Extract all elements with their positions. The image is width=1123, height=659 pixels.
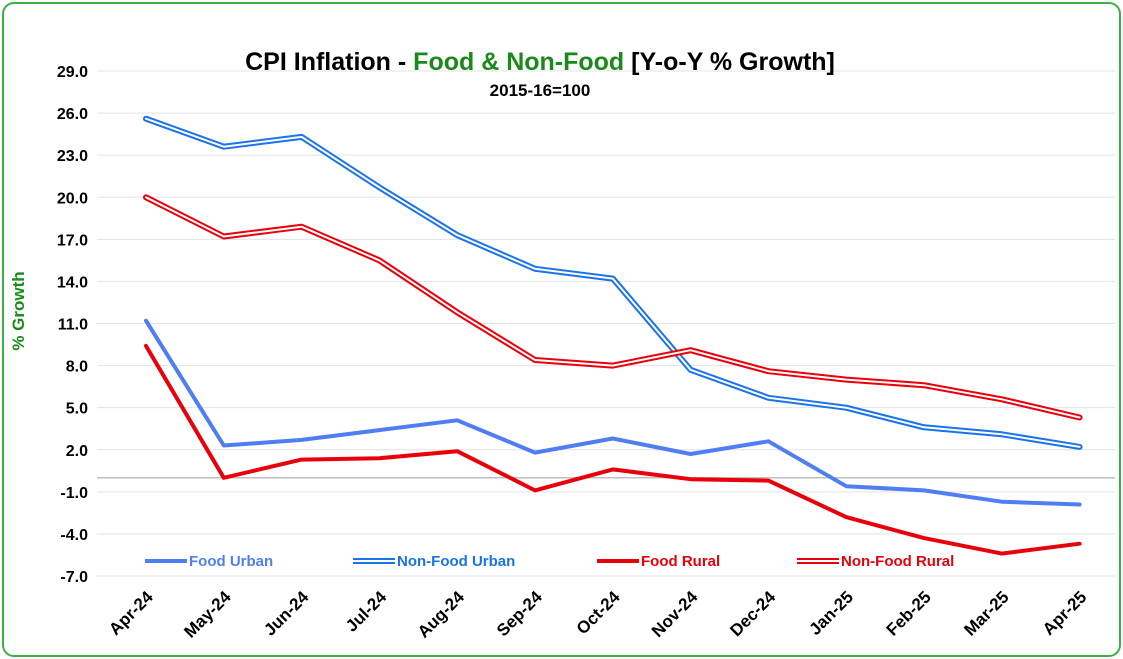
x-tick-label: Dec-24 <box>726 587 779 640</box>
y-axis-label: % Growth <box>9 271 28 350</box>
x-tick-label: Oct-24 <box>573 587 624 638</box>
y-tick-labels: 29.0 26.0 23.0 20.0 17.0 14.0 11.0 8.0 5.0 2.0 -1.… <box>57 64 88 586</box>
legend-item: Food Urban <box>145 553 273 570</box>
x-tick-label: Mar-25 <box>960 587 1012 639</box>
y-tick-label: 29.0 <box>57 64 88 81</box>
series-line <box>144 318 1082 507</box>
chart-title: CPI Inflation - Food & Non-Food [Y-o-Y %… <box>245 48 835 76</box>
legend-label: Food Urban <box>189 553 273 570</box>
series-non-food-urban <box>143 115 1083 450</box>
x-tick-label: Apr-24 <box>105 587 157 639</box>
series-lines <box>143 115 1083 556</box>
chart-subtitle: 2015-16=100 <box>490 81 591 100</box>
y-tick-label: 5.0 <box>66 401 88 418</box>
chart-title-part3: [Y-o-Y % Growth] <box>624 48 835 76</box>
grid-lines <box>97 70 1115 577</box>
x-tick-label: Apr-25 <box>1039 587 1091 639</box>
y-tick-label: 8.0 <box>66 359 88 376</box>
legend-label: Non-Food Rural <box>841 553 954 570</box>
series-non-food-rural <box>143 194 1083 421</box>
y-tick-label: 14.0 <box>57 274 88 291</box>
y-tick-label: 17.0 <box>57 232 88 249</box>
series-line <box>144 343 1082 556</box>
series-line-inner <box>145 196 1081 419</box>
x-tick-label: Jul-24 <box>342 587 391 636</box>
chart-title-part2: Food & Non-Food <box>413 48 624 76</box>
y-tick-label: 26.0 <box>57 106 88 123</box>
series-food-urban <box>144 318 1082 507</box>
y-tick-label: -7.0 <box>60 569 88 586</box>
y-tick-label: 11.0 <box>58 317 88 334</box>
x-tick-label: Jan-25 <box>805 587 857 639</box>
y-tick-label: 20.0 <box>57 190 88 207</box>
x-tick-label: Sep-24 <box>493 587 546 640</box>
y-tick-label: 23.0 <box>57 148 88 165</box>
legend-item: Non-Food Rural <box>797 553 954 570</box>
y-tick-label: -1.0 <box>60 485 88 502</box>
series-line-outer <box>143 194 1083 421</box>
x-tick-label: Nov-24 <box>648 587 702 641</box>
x-tick-label: Aug-24 <box>414 587 469 642</box>
series-line-inner <box>145 117 1081 448</box>
chart-text: CPI Inflation - Food & Non-Food [Y-o-Y %… <box>9 48 835 351</box>
x-tick-label: May-24 <box>180 587 235 642</box>
y-tick-label: 2.0 <box>66 443 88 460</box>
y-tick-label: -4.0 <box>60 527 88 544</box>
series-food-rural <box>144 343 1082 556</box>
legend-label: Food Rural <box>641 553 720 570</box>
legend-label: Non-Food Urban <box>397 553 515 570</box>
legend-item: Food Rural <box>597 553 720 570</box>
series-line-outer <box>143 115 1083 450</box>
x-tick-label: Jun-24 <box>260 587 313 640</box>
legend: Food Urban Non-Food Urban Food Rural Non-Fo… <box>145 553 954 570</box>
legend-item: Non-Food Urban <box>353 553 515 570</box>
x-tick-labels: Apr-24 May-24 Jun-24 Jul-24 Aug-24 Sep-24 Oct-… <box>105 587 1090 642</box>
x-tick-label: Feb-25 <box>883 587 935 639</box>
chart-title-part1: CPI Inflation - <box>245 48 413 76</box>
